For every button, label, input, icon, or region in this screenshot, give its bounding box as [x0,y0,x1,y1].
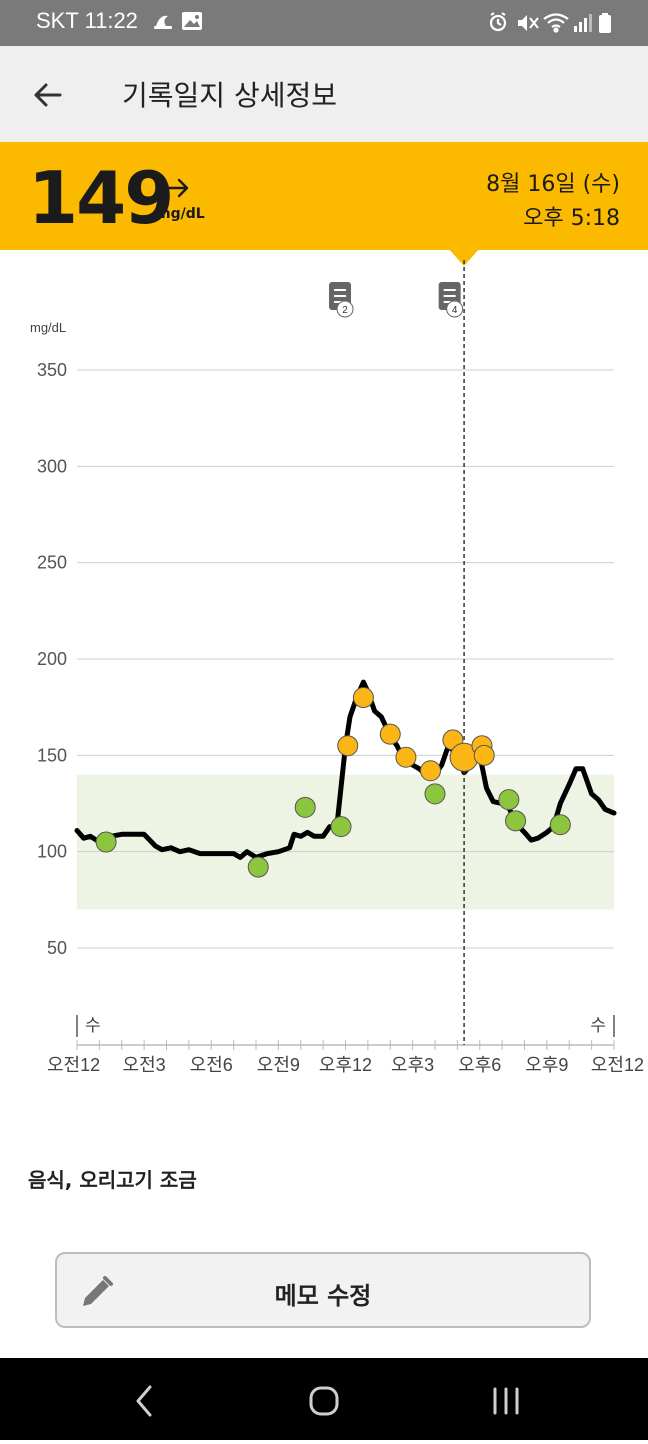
reading-date: 8월 16일 (수) [486,172,620,197]
glucose-reading-point[interactable] [424,783,446,805]
x-tick-label: 오전12 [591,1055,644,1075]
y-tick-label: 300 [37,456,67,476]
nav-home-icon[interactable] [284,1358,364,1440]
nav-home-button[interactable] [284,1358,364,1440]
memo-count-badge [446,300,464,318]
selection-pointer [448,248,480,266]
alarm-icon [489,12,507,32]
wifi-icon [543,13,569,33]
glucose-value: 149 [28,156,174,240]
x-tick-label: 오후9 [525,1055,568,1075]
battery-icon [599,13,611,33]
day-label: 수 [85,1016,101,1036]
back-button[interactable] [22,72,72,118]
glucose-reading-point[interactable] [420,760,442,782]
status-left-icons [152,10,212,38]
target-range-band [77,774,614,910]
status-time: SKT 11:22 [36,8,138,33]
pencil-icon [83,1276,113,1306]
status-bar: SKT 11:22 [0,0,648,46]
y-tick-label: 50 [47,938,67,958]
system-nav-bar [0,1358,648,1440]
memo-count: 2 [342,305,348,316]
x-tick-label: 오후6 [458,1055,501,1075]
glucose-banner: 149 mg/dL 8월 16일 (수) 오후 5:18 [0,142,648,250]
mute-icon [518,15,539,31]
day-label: 수 [590,1016,606,1036]
back-arrow-icon[interactable] [22,72,72,118]
reading-time: 오후 5:18 [523,206,620,231]
glucose-reading-point[interactable] [549,814,571,836]
glucose-reading-point[interactable] [473,744,495,766]
nav-recents-button[interactable] [466,1358,546,1440]
memo-text: 음식, 오리고기 조금 [28,1168,197,1192]
status-right-icons [488,10,618,40]
glucose-reading-point[interactable] [505,810,527,832]
arrow-right-icon [165,178,189,198]
x-tick-label: 오후12 [319,1055,372,1075]
glucose-reading-point[interactable] [247,856,269,878]
glucose-reading-point[interactable] [498,789,520,811]
signal-icon [574,14,592,32]
glucose-reading-point[interactable] [294,796,316,818]
nav-recents-icon[interactable] [466,1358,546,1440]
nav-back-button[interactable] [102,1358,182,1440]
edit-memo-label: 메모 수정 [274,1282,372,1310]
glucose-reading-point[interactable] [95,831,117,853]
x-tick-label: 오후3 [391,1055,434,1075]
glucose-line [74,679,617,860]
memo-count: 4 [452,305,458,316]
y-tick-label: 150 [37,745,67,765]
x-tick-label: 오전12 [47,1055,100,1075]
x-tick-label: 오전6 [190,1055,233,1075]
y-tick-label: 250 [37,553,67,573]
memo-marker[interactable]: 4 [438,282,464,318]
x-tick-label: 오전9 [257,1055,300,1075]
y-tick-label: 100 [37,842,67,862]
glucose-reading-point[interactable] [395,746,417,768]
page-title: 기록일지 상세정보 [122,79,337,112]
gallery-icon [182,12,202,30]
app-bar: 기록일지 상세정보 [0,46,648,142]
y-unit-label: mg/dL [30,320,66,335]
x-tick-label: 오전3 [123,1055,166,1075]
glucose-unit: mg/dL [156,206,205,222]
edit-memo-button[interactable]: 메모 수정 [55,1252,591,1328]
sleep-icon [154,15,172,29]
glucose-chart[interactable]: mg/dL 350 300 250 200 150 100 50 오전12 오전3 오전6 오전9 오후… [0,260,648,1080]
nav-back-icon[interactable] [102,1358,182,1440]
glucose-reading-point[interactable] [337,735,359,757]
glucose-reading-point[interactable] [352,687,374,709]
y-tick-label: 350 [37,360,67,380]
glucose-reading-point[interactable] [330,816,352,838]
memo-count-badge [336,300,354,318]
memo-marker[interactable]: 2 [329,282,354,318]
glucose-reading-point[interactable] [379,723,401,745]
y-tick-label: 200 [37,649,67,669]
